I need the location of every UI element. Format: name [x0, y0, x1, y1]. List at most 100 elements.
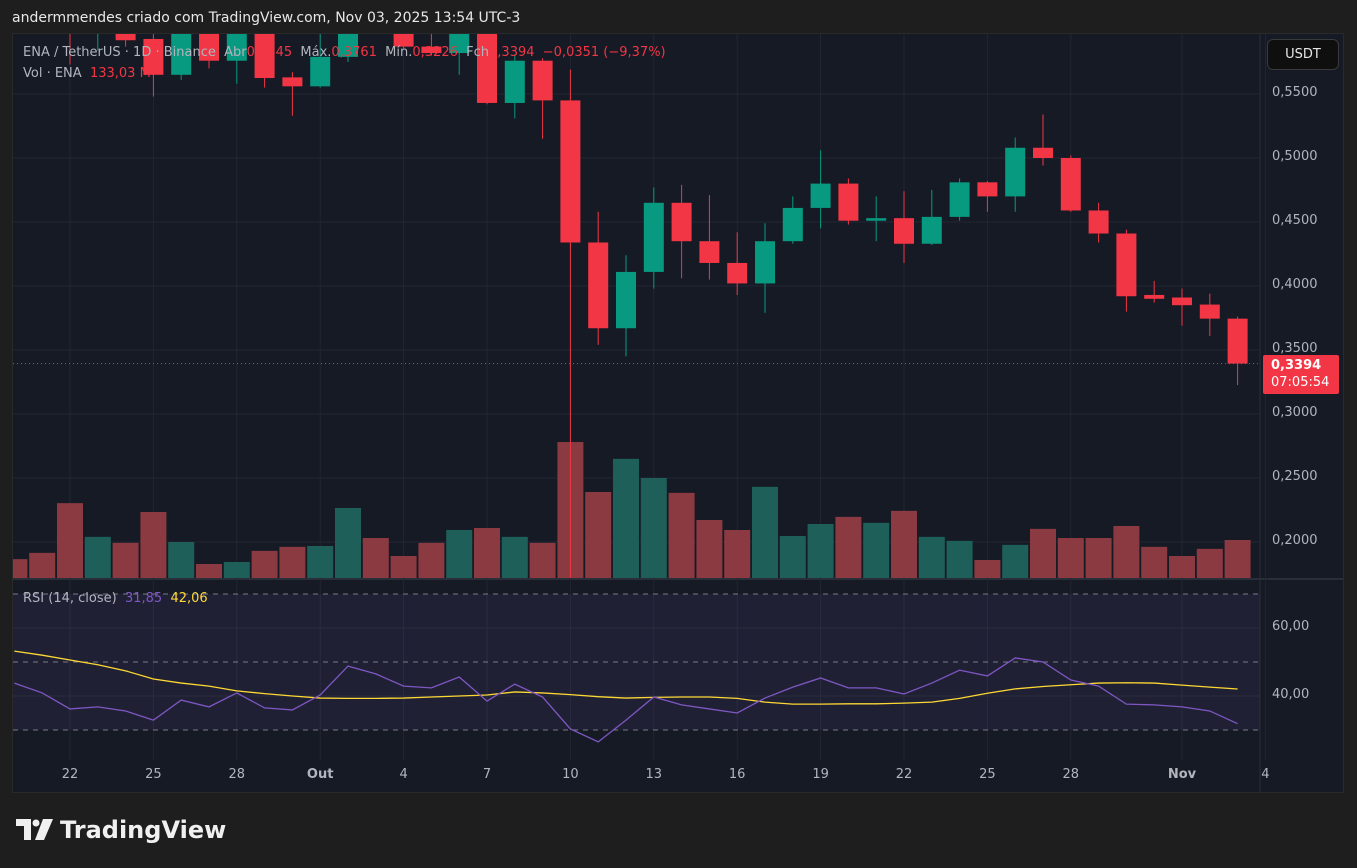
time-axis-label: 4 [399, 767, 408, 782]
candle-body [60, 24, 80, 33]
volume-bar [168, 542, 195, 578]
candle-body [588, 242, 609, 329]
close-label: Fch [466, 45, 490, 60]
time-axis-label: 22 [895, 767, 913, 782]
close-value: 0,3394 [489, 45, 535, 60]
rsi-label: RSI (14, close) [23, 591, 117, 606]
candle-body [199, 34, 219, 61]
candle-body [727, 262, 748, 284]
candle-body [504, 60, 525, 103]
open-value: 0,3745 [246, 45, 293, 60]
candle-body [921, 216, 942, 244]
candle-body [1199, 304, 1220, 319]
volume-bar [251, 550, 278, 578]
high-label: Máx. [300, 45, 332, 60]
candle-body [894, 218, 914, 244]
volume-bar [223, 562, 250, 578]
volume-bar [918, 536, 945, 578]
price-axis-label: 0,2000 [1272, 533, 1318, 548]
time-axis-label: 22 [61, 767, 79, 782]
price-axis-label: 0,5000 [1272, 149, 1318, 164]
volume-bar [946, 540, 973, 578]
candle-body [338, 34, 358, 57]
open-label: Abr [224, 45, 247, 60]
tradingview-logo[interactable]: TradingView [16, 816, 226, 844]
volume-bar [613, 458, 639, 578]
candle-body [1088, 210, 1109, 234]
candle-body [282, 77, 303, 87]
candle-body [449, 34, 470, 54]
volume-legend[interactable]: Vol · ENA 133,03 M [23, 66, 151, 81]
time-axis-label: 10 [562, 767, 579, 782]
time-axis-label: Out [306, 767, 334, 782]
candle-body [421, 46, 442, 54]
candle-body [977, 182, 998, 197]
volume-bar [1169, 556, 1195, 578]
price-axis-label: 0,3000 [1272, 405, 1318, 420]
candle-body [143, 38, 164, 75]
time-axis-label: 28 [1062, 767, 1080, 782]
currency-button[interactable]: USDT [1267, 39, 1339, 70]
candle-body [32, 17, 52, 23]
grid-lines [13, 34, 1266, 760]
time-axis-label: Nov [1167, 767, 1197, 782]
candle-body [88, 25, 108, 34]
price-axis-label: 0,4000 [1272, 277, 1318, 292]
volume-bar [335, 508, 361, 578]
time-axis-label: 13 [645, 767, 663, 782]
volume-bar [362, 538, 389, 578]
volume-bar [640, 478, 667, 578]
candle-body [171, 34, 192, 75]
volume-bar [724, 530, 751, 578]
price-axis-label: 0,3500 [1272, 341, 1318, 356]
candle-body [643, 202, 664, 272]
volume-bar [835, 516, 862, 578]
candle-body [838, 183, 859, 221]
candle-body [616, 271, 636, 329]
candle-body [810, 183, 831, 208]
volume-bar [1030, 528, 1056, 578]
price-axis-label: 0,4500 [1272, 213, 1318, 228]
candle-body [477, 34, 497, 103]
volume-bar [752, 486, 778, 578]
volume-bar [585, 492, 612, 578]
rsi-value: 31,85 [124, 591, 163, 606]
time-axis-label: 19 [812, 767, 829, 782]
candle-body [366, 24, 386, 30]
time-axis-label: 16 [728, 767, 746, 782]
volume-bar [1196, 548, 1223, 578]
volume-bar [1113, 526, 1140, 578]
bar-countdown: 07:05:54 [1271, 375, 1330, 390]
time-axis-label: 7 [482, 767, 492, 782]
rsi-legend[interactable]: RSI (14, close) 31,85 42,06 [23, 591, 208, 606]
candle-body [532, 60, 553, 101]
volume-bar [1057, 538, 1084, 578]
candle-body [393, 34, 414, 47]
volume-value: 133,03 M [89, 66, 151, 81]
high-value: 0,3761 [331, 45, 377, 60]
volume-label: Vol · ENA [23, 66, 82, 81]
price-axis-label: 0,2500 [1272, 469, 1318, 484]
candle-body [699, 241, 720, 263]
change-value: −0,0351 (−9,37%) [542, 45, 666, 60]
symbol-legend[interactable]: ENA / TetherUS · 1D · Binance Abr0,3745 … [23, 45, 666, 60]
volume-bar [891, 510, 917, 578]
volume-bar [1224, 539, 1251, 578]
candle-body [866, 218, 887, 221]
volume-bar [29, 552, 56, 578]
volume-bar [112, 542, 139, 578]
rsi-ma-value: 42,06 [170, 591, 208, 606]
candle-body [1033, 147, 1053, 158]
symbol-title[interactable]: ENA / TetherUS · 1D · Binance [23, 45, 216, 60]
tradingview-logo-icon [16, 819, 53, 840]
candle-body [560, 100, 581, 243]
volume-bar [529, 542, 556, 578]
candle-body [755, 241, 775, 284]
candle-body [1116, 233, 1137, 297]
candle-body [1005, 147, 1026, 197]
volume-bar [418, 542, 445, 578]
rsi-axis-label: 40,00 [1272, 687, 1310, 702]
candle-body [254, 34, 275, 79]
rsi-pane [13, 593, 1260, 743]
